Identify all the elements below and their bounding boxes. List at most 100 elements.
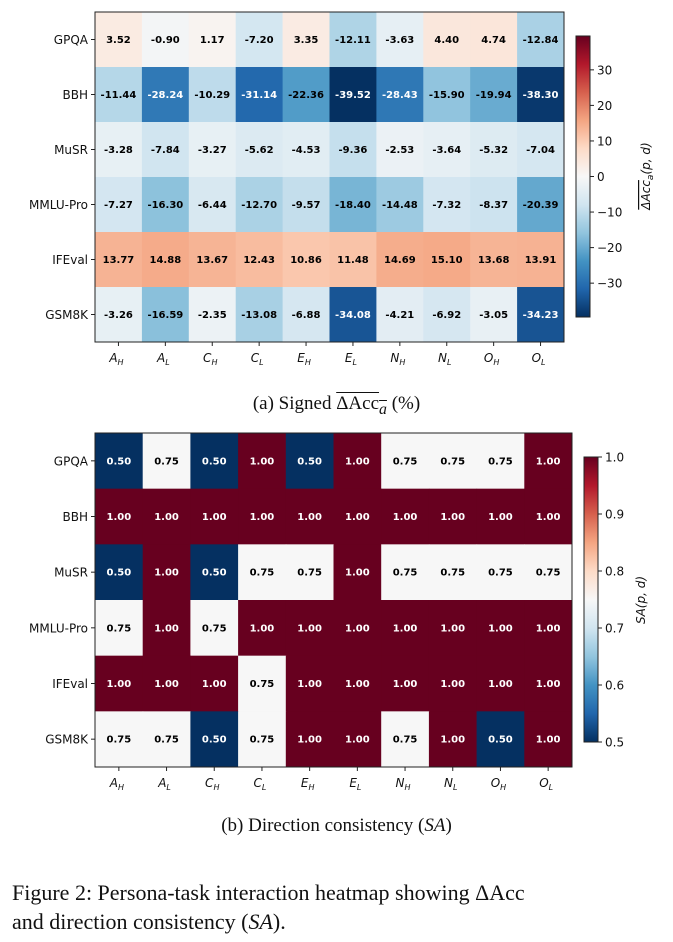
heatmap-cell xyxy=(141,232,190,288)
heatmap-cell xyxy=(285,711,334,768)
heatmap-cell xyxy=(142,600,191,657)
subcaption-b-prefix: (b) Direction consistency ( xyxy=(221,815,425,836)
heatmap-cell xyxy=(142,655,191,712)
cell-value-label: -8.37 xyxy=(479,200,508,211)
heatmap-cell xyxy=(333,433,382,490)
y-tick-label: MuSR xyxy=(54,143,88,157)
cell-value-label: 0.75 xyxy=(250,735,275,746)
subcaption-a-prefix: (a) Signed xyxy=(252,393,337,414)
cell-value-label: -10.29 xyxy=(194,90,230,101)
heatmap-cell xyxy=(238,711,287,768)
x-tick-label: EH xyxy=(301,776,315,792)
heatmap-cell xyxy=(285,488,334,545)
cell-value-label: 1.00 xyxy=(536,679,561,690)
cell-value-label: 1.00 xyxy=(297,679,322,690)
heatmap-cell xyxy=(470,67,518,123)
cell-value-label: 0.75 xyxy=(488,456,513,467)
cell-value-label: 0.75 xyxy=(393,456,418,467)
cell-value-label: 1.00 xyxy=(202,512,227,523)
heatmap-cell xyxy=(376,67,424,123)
cell-value-label: 13.67 xyxy=(196,255,228,266)
colorbar-tick-label: 30 xyxy=(597,63,612,77)
cell-value-label: -7.27 xyxy=(104,200,133,211)
cell-value-label: 0.75 xyxy=(202,623,227,634)
heatmap-cell xyxy=(282,177,330,233)
heatmap-cell xyxy=(333,544,382,601)
cell-value-label: 0.75 xyxy=(440,568,465,579)
heatmap-cell xyxy=(381,655,430,712)
heatmap-cell xyxy=(141,12,190,68)
heatmap-cell xyxy=(333,600,382,657)
heatmap-cell xyxy=(95,488,144,545)
cell-value-label: 1.00 xyxy=(154,623,179,634)
cell-value-label: 4.74 xyxy=(481,35,506,46)
colorbar-tick-label: 0 xyxy=(597,170,605,184)
y-tick-label: BBH xyxy=(63,510,89,524)
direction-consistency-colorbar: 1.0 0.9 0.8 0.7 0.6 0.5 SA(p, d) xyxy=(583,451,648,750)
colorbar-gradient xyxy=(583,456,599,743)
cell-value-label: 4.40 xyxy=(434,35,459,46)
heatmap-cell xyxy=(333,488,382,545)
heatmap-cell xyxy=(190,711,239,768)
heatmap-cell xyxy=(423,287,471,343)
heatmap-cell xyxy=(476,711,525,768)
heatmap-cell xyxy=(376,287,424,343)
heatmap-cell xyxy=(428,711,478,768)
heatmap-cell xyxy=(428,488,478,545)
y-tick-label: GPQA xyxy=(54,33,89,47)
heatmap-cell xyxy=(95,232,143,288)
heatmap-cell xyxy=(423,12,471,68)
heatmap-cell xyxy=(285,433,334,490)
heatmap-cell xyxy=(329,122,377,178)
cell-value-label: 15.10 xyxy=(431,255,463,266)
heatmap-cell xyxy=(381,433,430,490)
heatmap-cell xyxy=(476,488,525,545)
heatmap-cell xyxy=(95,544,144,601)
heatmap-cell xyxy=(517,122,565,178)
cell-value-label: -12.11 xyxy=(335,35,371,46)
heatmap-cell xyxy=(428,544,478,601)
x-tick-label: AH xyxy=(108,351,123,367)
heatmap-cell xyxy=(142,433,191,490)
heatmap-cell xyxy=(190,488,239,545)
signed-acc-heatmap: 3.52 -0.90 1.17 -7.20 3.35 -12.11 -3.63 4.40 4.7… xyxy=(29,11,565,367)
heatmap-cell xyxy=(141,287,190,343)
heatmap-cell xyxy=(95,655,144,712)
x-tick-label: OL xyxy=(539,776,553,792)
heatmap-cell xyxy=(188,232,237,288)
heatmap-cell xyxy=(329,67,377,123)
x-tick-label: AL xyxy=(157,776,171,792)
heatmap-cell xyxy=(329,12,377,68)
cell-value-label: 11.48 xyxy=(337,255,369,266)
cell-value-label: 1.00 xyxy=(107,679,132,690)
cell-value-label: 13.68 xyxy=(478,255,510,266)
cell-value-label: -19.94 xyxy=(476,90,512,101)
cell-value-label: 0.75 xyxy=(250,679,275,690)
signed-acc-colorbar: 30 20 10 0 −10 −20 −30 ΔAcca(p, d) xyxy=(575,35,656,318)
cell-value-label: 1.00 xyxy=(393,679,418,690)
heatmap-cell xyxy=(142,544,191,601)
cell-value-label: 1.00 xyxy=(345,568,370,579)
heatmap-cell xyxy=(381,711,430,768)
heatmap-cell xyxy=(423,67,471,123)
heatmap-cell xyxy=(517,12,565,68)
cell-value-label: 0.50 xyxy=(202,456,227,467)
y-tick-label: BBH xyxy=(63,88,89,102)
cell-value-label: -31.14 xyxy=(241,90,277,101)
cell-value-label: 1.00 xyxy=(440,679,465,690)
x-tick-label: OL xyxy=(532,351,546,367)
heatmap-cell xyxy=(423,232,471,288)
cell-value-label: 0.75 xyxy=(154,456,179,467)
direction-consistency-heatmap: 0.50 0.75 0.50 1.00 0.50 1.00 0.75 0.75 0.75 1.00… xyxy=(29,432,573,792)
heatmap-cell xyxy=(381,488,430,545)
cell-value-label: -0.90 xyxy=(151,35,180,46)
heatmap-cell xyxy=(282,232,330,288)
colorbar-tick-label: 0.8 xyxy=(605,565,624,579)
heatmap-cell xyxy=(517,67,565,123)
heatmap-cell xyxy=(188,67,237,123)
x-tick-label: CH xyxy=(205,776,219,792)
heatmap-cell xyxy=(282,122,330,178)
heatmap-cell xyxy=(190,433,239,490)
heatmap-cell xyxy=(376,232,424,288)
heatmap-cell xyxy=(470,122,518,178)
